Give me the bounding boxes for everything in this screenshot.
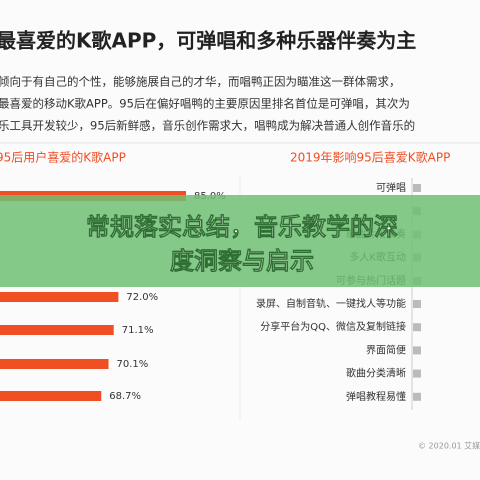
value-label: 70.1%: [117, 359, 149, 370]
banner: [0, 195, 480, 287]
paragraph-line: 倾向于有自己的个性，能够施展自己的才华，而唱鸭正因为瞄准这一群体需求，: [0, 75, 401, 89]
bar-decor: [413, 392, 421, 401]
left-chart-title: 95后用户喜爱的K歌APP: [0, 150, 126, 165]
banner-line: 常规落实总结，音乐教学的深: [86, 213, 398, 241]
bar-decor: [413, 184, 421, 192]
source: © 2020.01 艾媒报告: [418, 441, 480, 451]
category-label: 弹唱教程易懂: [346, 390, 406, 403]
value-label: 71.1%: [122, 325, 154, 336]
bar-decor: [413, 369, 421, 378]
bar: [0, 292, 119, 302]
category-label: 界面简便: [366, 343, 406, 356]
value-label: 68.7%: [109, 391, 141, 402]
category-label: 分享平台为QQ、微信及复制链接: [260, 320, 406, 333]
value-label: 72.0%: [126, 292, 158, 303]
bar-decor: [413, 346, 421, 355]
bar-decor: [413, 323, 421, 332]
banner-line: 度洞察与启示: [170, 247, 314, 275]
bar: [0, 391, 102, 401]
bar-decor: [413, 300, 421, 308]
paragraph-line: 最喜爱的移动K歌APP。95后在偏好唱鸭的主要原因里排名首位是可弹唱，其次为: [0, 97, 410, 111]
bar: [0, 325, 114, 335]
title: 最喜爱的K歌APP，可弹唱和多种乐器伴奏为主: [0, 29, 416, 53]
bar: [0, 359, 109, 369]
right-chart-title: 2019年影响95后喜爱K歌APP: [290, 150, 450, 165]
category-label: 录屏、自制音轨、一键找人等功能: [256, 297, 406, 310]
paragraph-line: 乐工具开发较少，95后新鲜感，音乐创作需求大，唱鸭成为解决普通人创作音乐的: [0, 119, 415, 133]
category-label: 歌曲分类清晰: [346, 367, 406, 380]
category-label: 可弹唱: [376, 181, 406, 194]
